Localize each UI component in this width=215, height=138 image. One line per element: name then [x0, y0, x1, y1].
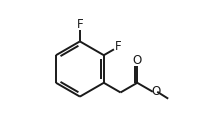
Text: F: F [115, 40, 121, 53]
Text: O: O [152, 85, 161, 98]
Text: O: O [133, 54, 142, 67]
Text: F: F [77, 18, 83, 31]
